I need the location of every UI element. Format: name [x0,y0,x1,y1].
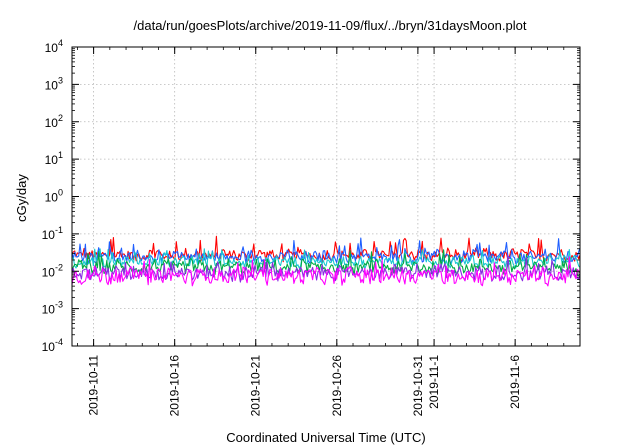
plot-series [71,235,581,287]
x-tick-label: 2019-10-21 [249,355,263,417]
y-tick-label: 104 [45,38,63,55]
x-tick-label: 2019-10-16 [168,355,182,417]
x-tick-label: 2019-11-6 [508,355,522,409]
y-tick-label: 10-3 [42,300,63,317]
y-tick-label: 100 [45,188,63,205]
series-line [71,249,581,276]
y-tick-label: 10-2 [42,262,63,279]
y-tick-label: 102 [45,113,63,130]
series-line [71,237,581,266]
y-axis: 10-4 10-3 10-2 10-1 100 101 102 103 104 [42,38,580,354]
x-axis-label: Coordinated Universal Time (UTC) [226,430,425,445]
x-tick-label: 2019-10-31 [411,355,425,417]
y-tick-label: 103 [45,75,63,92]
y-tick-label: 10-1 [42,225,63,242]
y-tick-label: 10-4 [42,337,63,354]
grid-lines [72,47,580,346]
x-axis: 2019-10-11 2019-10-16 2019-10-21 2019-10-26… [77,47,565,417]
series-line [71,256,581,287]
x-tick-label: 2019-10-11 [87,355,101,416]
x-tick-label: 2019-11-1 [427,355,441,409]
y-axis-label: cGy/day [14,174,29,222]
y-tick-label: 101 [45,150,63,167]
series-line [71,248,581,270]
chart-title: /data/run/goesPlots/archive/2019-11-09/f… [134,18,527,33]
x-tick-label: 2019-10-26 [330,355,344,417]
